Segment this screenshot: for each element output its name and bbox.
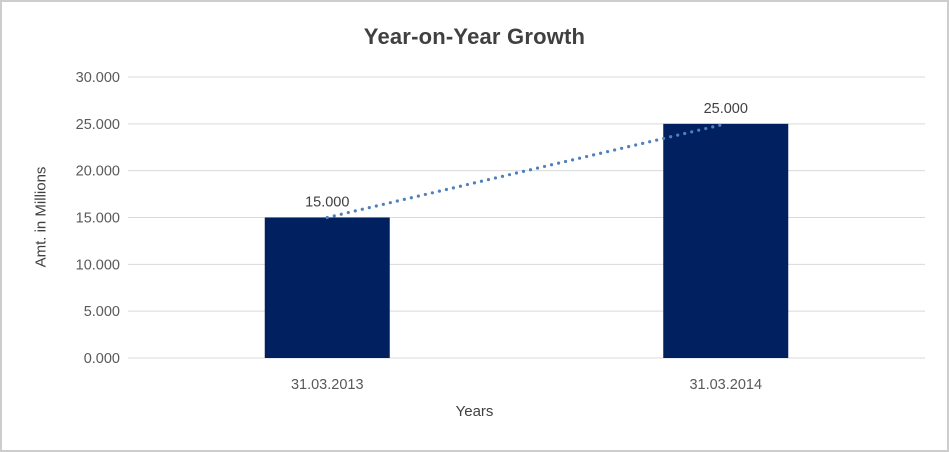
y-tick-label: 30.000	[76, 70, 120, 86]
bar	[264, 217, 390, 358]
data-label: 25.000	[704, 101, 748, 117]
y-axis-title: Amt. in Millions	[32, 166, 50, 268]
y-tick-label: 25.000	[76, 117, 120, 133]
y-tick-label: 0.000	[84, 351, 120, 367]
data-label: 15.000	[305, 195, 349, 211]
y-tick-label: 5.000	[84, 304, 120, 320]
y-tick-label: 10.000	[76, 257, 120, 273]
x-category-label: 31.03.2013	[291, 377, 364, 393]
y-tick-label: 20.000	[76, 164, 120, 180]
bar	[663, 123, 789, 358]
chart-title: Year-on-Year Growth	[363, 24, 586, 49]
x-axis-title: Years	[455, 403, 494, 420]
x-category-label: 31.03.2014	[689, 377, 762, 393]
y-tick-label: 15.000	[76, 211, 120, 227]
